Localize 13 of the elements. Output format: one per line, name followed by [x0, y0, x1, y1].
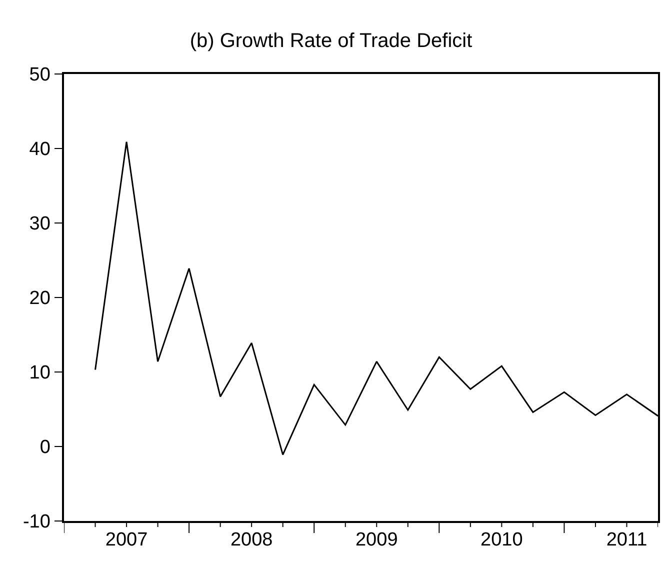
x-tick-label: 2010 — [480, 530, 523, 551]
x-tick-label: 2009 — [355, 530, 398, 551]
y-tick-label: 20 — [29, 288, 50, 310]
y-tick-label: 10 — [29, 362, 50, 384]
x-tick-label: 2008 — [230, 530, 273, 551]
y-tick-label: 40 — [29, 139, 50, 160]
y-tick-label: 50 — [29, 64, 50, 86]
y-tick-label: 0 — [40, 437, 50, 458]
chart-title: (b) Growth Rate of Trade Deficit — [190, 30, 473, 52]
x-tick-label: 2007 — [105, 530, 148, 551]
y-tick-label: -10 — [22, 512, 50, 533]
x-tick-label: 2011 — [606, 530, 648, 551]
y-tick-label: 30 — [29, 214, 50, 235]
